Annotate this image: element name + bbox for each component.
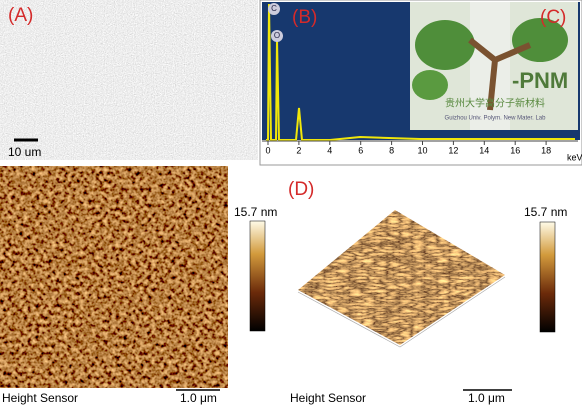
axis-unit: keV bbox=[567, 152, 582, 162]
x-tick-label: 18 bbox=[541, 145, 551, 155]
x-tick-label: 0 bbox=[265, 145, 270, 155]
x-tick-label: 10 bbox=[417, 145, 427, 155]
peak-label: O bbox=[274, 31, 280, 40]
scale-bar-label: 1.0 μm bbox=[180, 391, 217, 405]
x-tick-label: 14 bbox=[479, 145, 489, 155]
panel-label: (C) bbox=[540, 7, 566, 28]
panel-label: (B) bbox=[292, 7, 317, 28]
tree-leaf bbox=[415, 20, 475, 70]
sem-image bbox=[0, 0, 258, 160]
colorbar-label: 15.7 nm bbox=[234, 205, 277, 219]
x-tick-label: 6 bbox=[358, 145, 363, 155]
eds-spectrum bbox=[266, 3, 575, 141]
vial bbox=[470, 2, 510, 130]
panel-label: (A) bbox=[8, 5, 33, 26]
colorbar bbox=[539, 221, 556, 333]
afm-3d-surface bbox=[298, 210, 505, 345]
channel-label: Height Sensor bbox=[290, 391, 366, 405]
x-tick-label: 4 bbox=[327, 145, 332, 155]
colorbar-label: 15.7 nm bbox=[524, 205, 567, 219]
afm-image bbox=[0, 166, 228, 388]
x-tick-label: 8 bbox=[389, 145, 394, 155]
scale-bar-label: 10 um bbox=[8, 145, 41, 159]
tree-leaf bbox=[412, 70, 448, 100]
x-tick-label: 2 bbox=[296, 145, 301, 155]
peak-label: C bbox=[271, 4, 277, 13]
peak-marker bbox=[268, 3, 280, 15]
logo-caption: 贵州大学高分子新材料 bbox=[445, 97, 545, 110]
channel-label: Height Sensor bbox=[2, 391, 78, 405]
x-tick-label: 16 bbox=[510, 145, 520, 155]
peak-marker bbox=[271, 30, 283, 42]
panel-label: (D) bbox=[288, 179, 314, 200]
x-tick-label: 12 bbox=[448, 145, 458, 155]
logo-text: -PNM bbox=[512, 68, 568, 93]
logo-subcaption: Guizhou Univ. Polym. New Mater. Lab bbox=[445, 116, 547, 122]
colorbar bbox=[249, 220, 266, 332]
axis-box bbox=[297, 276, 506, 348]
tree-trunk bbox=[468, 37, 532, 111]
scale-bar-label: 1.0 μm bbox=[468, 391, 505, 405]
tree-leaf bbox=[512, 18, 568, 62]
